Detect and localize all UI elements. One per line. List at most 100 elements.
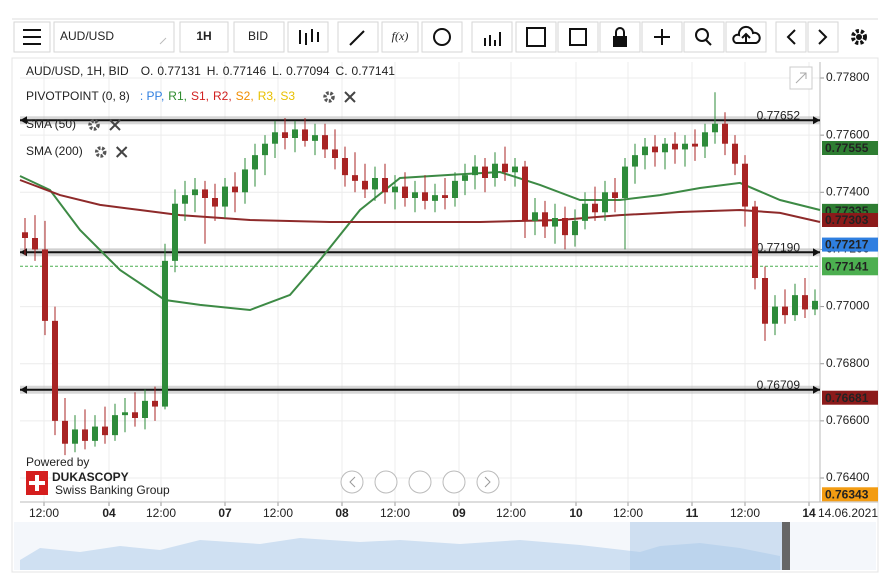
candle-body [372,178,378,190]
candle-body [32,238,38,250]
brand-tagline: Swiss Banking Group [55,483,170,497]
sma-line [19,170,821,312]
candle-body [192,189,198,196]
candle-body [572,220,578,236]
candle-body [422,192,428,201]
y-tick-label: 0.76600 [826,413,870,427]
legend-entry: SMA (200) [26,144,83,158]
upload-button[interactable] [725,21,767,53]
candle-body [62,420,68,444]
close-icon[interactable] [115,146,128,158]
side: BID [248,29,268,43]
zoom-in[interactable] [442,470,466,494]
zoom-controls [340,470,500,494]
price-tag-label: 0.77555 [825,141,869,155]
pivot-item: : PP, [140,89,164,103]
candle-body [292,129,298,138]
fx-label: f(x) [392,29,409,43]
candle-body [652,146,658,153]
plot-area: 0.778000.776000.774000.772000.770000.768… [19,62,878,520]
candle-body [542,212,548,227]
sma-line [19,179,821,223]
candle-body [592,203,598,213]
candle-body [752,206,758,278]
x-tick-label: 09 [452,506,466,520]
settings-icon[interactable] [88,119,100,131]
price-tag [822,390,878,405]
volume-button[interactable] [471,21,513,53]
candle-body [462,175,468,181]
info-button[interactable] [421,21,463,53]
candle-body [182,195,188,204]
candle-body [52,320,58,421]
overlay: Powered by DUKASCOPY Swiss Banking Group… [26,64,813,497]
candle-body [532,212,538,221]
candle-body [92,426,98,441]
settings-icon[interactable] [94,146,107,158]
x-tick-label: 04 [102,506,116,520]
candle-body [232,186,238,193]
price-tag-label: 0.77141 [825,259,869,273]
candle-body [642,146,648,156]
settings-button[interactable] [851,29,867,45]
candle-body [72,429,78,444]
candle-body [82,429,88,441]
y-tick-label: 0.76400 [826,470,870,484]
brand-name: DUKASCOPY [52,470,129,484]
candle-body [512,166,518,173]
lock-button[interactable] [599,21,641,53]
pivot-item: S1, [191,89,209,103]
y-tick-label: 0.77400 [826,184,870,198]
fullscreen-button[interactable] [789,66,813,90]
chart-info: AUD/USD, 1H, BID O. 0.77131 H. 0.77146 L. 0.77… [26,64,395,78]
scroll-right-button[interactable] [807,21,839,53]
candle-body [392,186,398,193]
scroll-left-button[interactable] [775,21,807,53]
candle-body [602,192,608,213]
ohlc-value: 0.77094 [286,64,330,78]
x-tick-label: 12:00 [496,506,526,520]
price-tag [822,257,878,276]
candle-body [742,163,748,207]
draw-button[interactable] [337,21,379,53]
settings-icon[interactable] [323,91,335,103]
ohlc-value: 0.77131 [157,64,201,78]
candle-body [522,166,528,221]
chart-type-button[interactable] [287,21,329,53]
price-tag-label: 0.76681 [825,391,869,405]
candle-body [662,143,668,153]
candle-body [622,166,628,198]
symbol-select[interactable]: AUD/USD [53,21,175,53]
candle-body [792,295,798,316]
zoom-button[interactable] [683,21,725,53]
side-select[interactable]: BID [233,21,285,53]
report-button[interactable] [557,21,599,53]
zoom-out[interactable] [374,470,398,494]
period-select[interactable]: 1H [179,21,229,53]
close-icon[interactable] [344,91,356,103]
y-tick-label: 0.77000 [826,299,870,313]
x-tick-label: 08 [335,506,349,520]
level-label: 0.77652 [757,108,801,122]
candle-body [212,198,218,207]
close-icon[interactable] [109,119,121,131]
candle-body [582,203,588,221]
candle-body [712,123,718,133]
nav-left[interactable] [340,470,364,494]
crosshair-button[interactable] [641,21,683,53]
reset[interactable] [408,470,432,494]
candle-body [732,143,738,164]
candle-body [672,143,678,150]
nav-right[interactable] [476,470,500,494]
candle-body [152,400,158,407]
indicator-button[interactable]: f(x) [381,21,419,53]
candle-body [772,306,778,324]
candle-body [252,155,258,170]
candle-body [502,163,508,173]
calendar-button[interactable] [515,21,557,53]
ohlc-value: 0.77141 [352,64,396,78]
pivot-label: PIVOTPOINT (0, 8) [26,89,130,103]
navigator [14,522,876,570]
menu-button[interactable] [13,21,51,53]
